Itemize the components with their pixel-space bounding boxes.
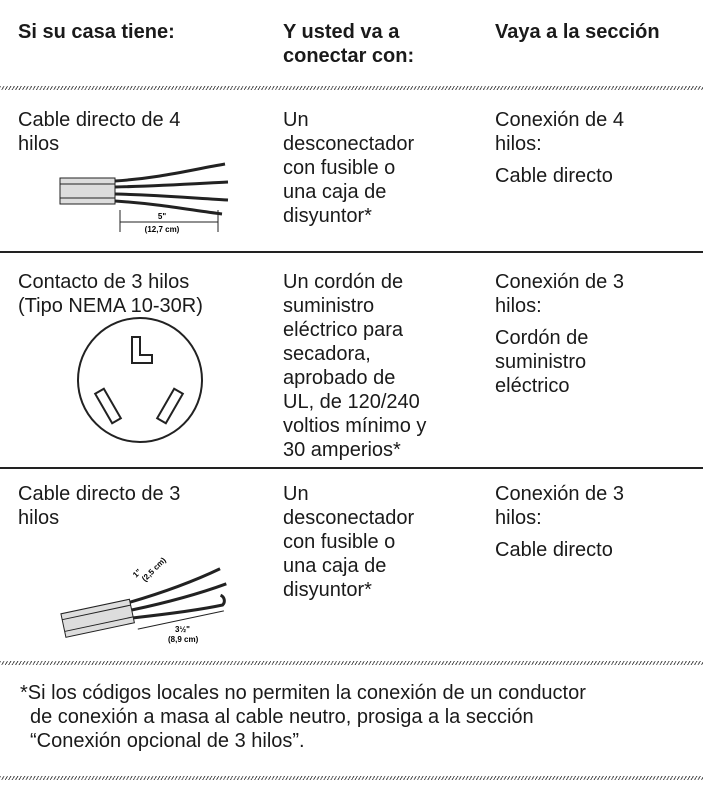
cell-text: suministro [283,295,375,317]
cell-text: 30 amperios* [283,439,401,461]
cell-text: una caja de [283,181,387,203]
divider [0,86,703,90]
cell-text: Conexión de 3 [495,483,624,505]
cell-text: hilos [18,507,60,529]
cell-text: UL, de 120/240 [283,391,420,413]
footnote: *Si los códigos locales no permiten la c… [20,682,586,704]
cell-text: Conexión de 3 [495,271,624,293]
cell-text: eléctrico para [283,319,404,341]
figure-label: (2,5 cm) [140,555,168,583]
cell-text: hilos [18,133,60,155]
column-header: conectar con: [283,45,415,67]
cell-text: hilos: [495,507,542,529]
cell-text: Un [283,109,309,131]
footnote: de conexión a masa al cable neutro, pros… [30,706,534,728]
figure-label: (12,7 cm) [145,225,180,234]
cell-text: Conexión de 4 [495,109,624,131]
cell-text: hilos: [495,295,542,317]
cell-text: Un cordón de [283,271,404,293]
divider [0,251,703,253]
cell-text: con fusible o [283,531,396,553]
cell-text: hilos: [495,133,542,155]
column-header: Y usted va a [283,21,400,43]
column-header: Vaya a la sección [495,21,660,43]
cell-text: Un [283,483,309,505]
cell-text: Cable directo [495,165,613,187]
cell-text: una caja de [283,555,387,577]
cable-3-wire-figure: 1" (2,5 cm) 3½" (8,9 cm) [60,555,227,644]
cell-text: Cordón de [495,327,589,349]
divider [0,467,703,469]
cell-text: voltios mínimo y [283,415,427,437]
cell-text: Cable directo de 3 [18,483,181,505]
cell-text: secadora, [283,343,371,365]
cell-text: suministro [495,351,587,373]
cable-4-wire-figure: 5" (12,7 cm) [59,162,229,234]
cell-text: desconectador [283,133,415,155]
divider [0,776,703,780]
cell-text: Contacto de 3 hilos [18,271,190,293]
cell-text: Cable directo de 4 [18,109,181,131]
figure-label: (8,9 cm) [168,635,199,644]
cell-text: disyuntor* [283,205,372,227]
column-header: Si su casa tiene: [18,21,175,43]
figure-label: 3½" [175,625,190,634]
outlet-figure [77,317,203,443]
figure-label: 5" [158,212,166,221]
divider [0,661,703,665]
cell-text: Cable directo [495,539,613,561]
cell-text: disyuntor* [283,579,372,601]
cell-text: eléctrico [495,375,570,397]
cell-text: aprobado de [283,367,396,389]
cell-text: con fusible o [283,157,396,179]
cell-text: desconectador [283,507,415,529]
cell-text: (Tipo NEMA 10-30R) [18,295,203,317]
footnote: “Conexión opcional de 3 hilos”. [30,730,305,752]
